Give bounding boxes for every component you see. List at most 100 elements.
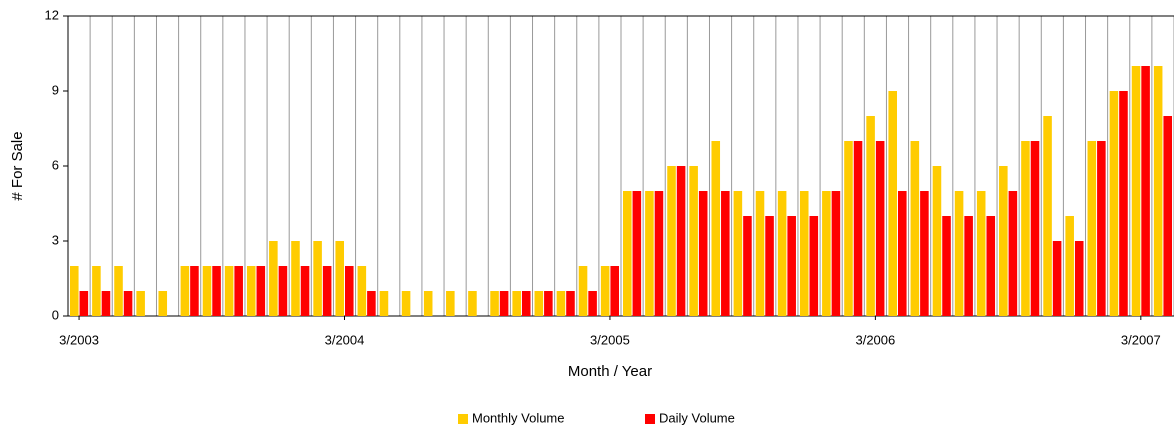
bar — [698, 191, 708, 316]
bar — [765, 216, 774, 316]
bar — [544, 291, 553, 316]
bar — [920, 191, 929, 316]
bar — [345, 266, 354, 316]
bar — [1030, 141, 1040, 316]
bar — [180, 266, 190, 316]
bar — [1021, 141, 1030, 316]
bar — [888, 91, 897, 316]
bar — [446, 291, 455, 316]
bar — [521, 291, 531, 316]
bar — [423, 291, 433, 316]
x-tick-label: 3/2005 — [590, 332, 630, 347]
bar — [1131, 66, 1141, 316]
legend-label: Daily Volume — [659, 410, 735, 425]
bar — [512, 291, 521, 316]
bar — [733, 191, 743, 316]
bar — [401, 291, 411, 316]
y-axis-title: # For Sale — [9, 131, 26, 200]
x-tick-label: 3/2003 — [59, 332, 99, 347]
bar — [256, 266, 266, 316]
legend-swatch — [458, 414, 468, 424]
bar — [79, 291, 89, 316]
legend-swatch — [645, 414, 655, 424]
bar — [556, 291, 566, 316]
bar — [534, 291, 544, 316]
bar — [645, 191, 654, 316]
bar — [278, 266, 288, 316]
bar — [1065, 216, 1074, 316]
bar — [875, 141, 885, 316]
bar — [986, 216, 996, 316]
bar — [578, 266, 588, 316]
bar — [1043, 116, 1052, 316]
bar — [623, 191, 632, 316]
bar — [999, 166, 1008, 316]
bar — [632, 191, 642, 316]
bar — [831, 191, 841, 316]
bar — [910, 141, 920, 316]
bar — [136, 291, 145, 316]
bar — [1074, 241, 1084, 316]
bar — [114, 266, 123, 316]
bar — [1119, 91, 1128, 316]
bar — [92, 266, 101, 316]
bar — [676, 166, 686, 316]
bar — [468, 291, 477, 316]
bar — [1052, 241, 1062, 316]
y-tick-label: 6 — [52, 157, 59, 172]
bar — [499, 291, 509, 316]
bar — [976, 191, 986, 316]
bar — [269, 241, 278, 316]
bar — [743, 216, 752, 316]
bar — [654, 191, 664, 316]
y-tick-label: 3 — [52, 232, 59, 247]
x-axis-title: Month / Year — [568, 363, 652, 380]
bar — [234, 266, 243, 316]
bar — [809, 216, 819, 316]
bar — [777, 191, 787, 316]
y-tick-label: 9 — [52, 82, 59, 97]
bar — [158, 291, 168, 316]
bar — [357, 266, 367, 316]
bar — [367, 291, 376, 316]
bar — [379, 291, 389, 316]
bar — [335, 241, 344, 316]
bar — [954, 191, 964, 316]
bar — [898, 191, 907, 316]
bar — [721, 191, 730, 316]
bar — [942, 216, 951, 316]
bar — [755, 191, 765, 316]
bar — [964, 216, 973, 316]
bar — [1141, 66, 1150, 316]
y-tick-label: 0 — [52, 307, 59, 322]
bar — [799, 191, 809, 316]
bar — [202, 266, 212, 316]
bar — [667, 166, 676, 316]
bar — [932, 166, 942, 316]
bar — [101, 291, 111, 316]
bar — [711, 141, 721, 316]
bar — [190, 266, 199, 316]
x-tick-label: 3/2006 — [855, 332, 895, 347]
bar — [866, 116, 875, 316]
bar — [123, 291, 133, 316]
x-tick-label: 3/2004 — [325, 332, 365, 347]
bar — [224, 266, 234, 316]
bar — [322, 266, 332, 316]
bar — [844, 141, 853, 316]
bar — [1163, 116, 1172, 316]
bar — [588, 291, 597, 316]
bar — [566, 291, 575, 316]
legend-label: Monthly Volume — [472, 410, 565, 425]
bar — [853, 141, 863, 316]
bar — [291, 241, 300, 316]
bar — [1109, 91, 1119, 316]
bar — [246, 266, 256, 316]
bar — [600, 266, 610, 316]
x-tick-label: 3/2007 — [1121, 332, 1161, 347]
bar — [1153, 66, 1163, 316]
bar — [787, 216, 796, 316]
bar — [610, 266, 619, 316]
bar — [1087, 141, 1097, 316]
